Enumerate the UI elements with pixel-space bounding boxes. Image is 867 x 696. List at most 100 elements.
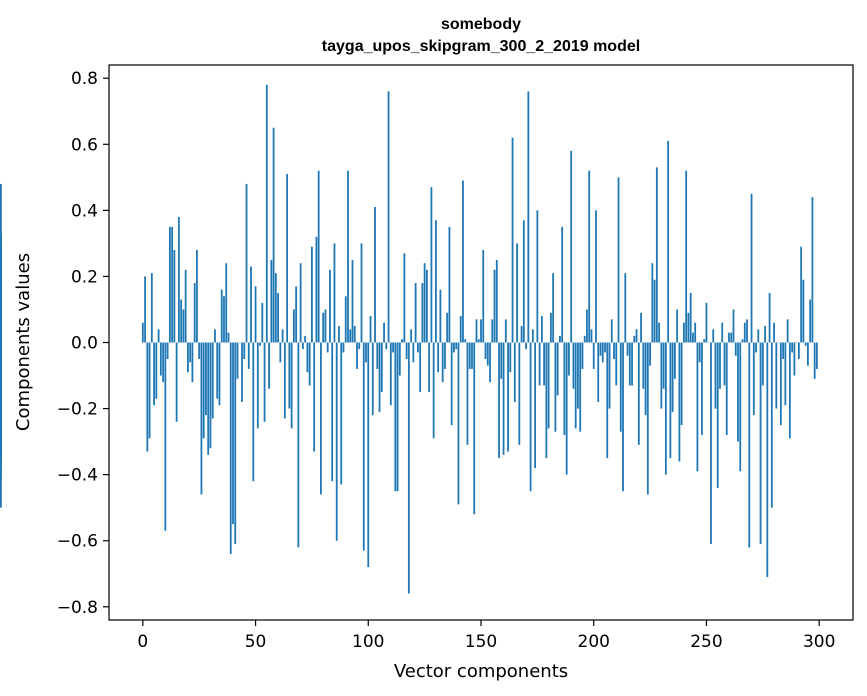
bar-216 xyxy=(628,342,631,386)
bar-1 xyxy=(144,276,146,343)
bar-218 xyxy=(633,335,636,343)
bar-51 xyxy=(256,342,259,429)
bar-211 xyxy=(617,177,620,343)
y-tick-label: 0.0 xyxy=(71,334,98,354)
bar-74 xyxy=(308,342,311,386)
bar-244 xyxy=(692,332,694,343)
bar-140 xyxy=(457,342,460,505)
bar-265 xyxy=(739,342,742,472)
bar-271 xyxy=(752,342,755,416)
x-tick-label: 300 xyxy=(803,632,835,652)
bar-249 xyxy=(703,339,706,343)
bar-221 xyxy=(640,312,642,343)
bar-5 xyxy=(153,342,155,406)
bar-176 xyxy=(538,342,541,386)
bar-205 xyxy=(604,342,606,353)
bar-240 xyxy=(683,322,685,343)
bar-270 xyxy=(750,193,753,343)
bar-280 xyxy=(773,322,775,343)
bar-296 xyxy=(809,299,812,343)
bar-264 xyxy=(737,342,739,442)
chart-subtitle: tayga_upos_skipgram_300_2_2019 model xyxy=(322,38,640,55)
bar-27 xyxy=(202,342,205,439)
bar-64 xyxy=(286,174,289,343)
bar-54 xyxy=(263,342,266,422)
bar-95 xyxy=(356,342,358,369)
bar-142 xyxy=(462,180,464,343)
y-axis: −0.8 −0.6 −0.4 −0.2 0.0 0.2 0.4 0.6 0.8 xyxy=(57,69,109,618)
bar-207 xyxy=(608,342,611,409)
bar-89 xyxy=(342,342,345,353)
bar-35 xyxy=(220,289,223,343)
bar-213 xyxy=(622,342,624,492)
bar-106 xyxy=(380,342,383,393)
bar-194 xyxy=(579,342,582,432)
bar-111 xyxy=(392,342,394,353)
bar-272 xyxy=(755,342,757,353)
bar-85 xyxy=(333,243,336,343)
bar-101 xyxy=(369,316,372,343)
bar-138 xyxy=(453,342,455,353)
bar-134 xyxy=(444,342,446,369)
bar-165 xyxy=(513,342,516,402)
bar-136 xyxy=(448,226,451,343)
bar-8 xyxy=(159,342,162,376)
bar-9 xyxy=(162,342,165,383)
bar-116 xyxy=(403,253,406,343)
bar-284 xyxy=(782,342,785,360)
bar-series xyxy=(0,84,818,594)
bar-236 xyxy=(673,342,676,379)
bar-127 xyxy=(428,342,431,393)
bar-241 xyxy=(685,170,688,343)
bar-248 xyxy=(701,342,703,435)
y-tick-label: 0.2 xyxy=(71,267,98,287)
bar-91 xyxy=(347,170,349,343)
bar-73 xyxy=(306,342,309,373)
bar-289 xyxy=(793,342,796,376)
bar-78 xyxy=(317,170,320,343)
bar-61 xyxy=(279,342,282,363)
bar-246 xyxy=(696,342,699,472)
bar-185 xyxy=(559,335,561,343)
bar-299 xyxy=(816,342,818,369)
bar-137 xyxy=(450,342,453,426)
bar-273 xyxy=(757,329,760,343)
bar-287 xyxy=(788,342,791,439)
bar-53 xyxy=(261,302,264,343)
bar-223 xyxy=(644,342,647,416)
bar-119 xyxy=(410,329,413,343)
bar-219 xyxy=(635,329,638,343)
bar-81 xyxy=(324,309,327,343)
bar-undefined xyxy=(0,342,2,508)
y-axis-label: Components values xyxy=(13,253,34,431)
bar-255 xyxy=(716,342,719,488)
bar-179 xyxy=(545,342,548,459)
bar-60 xyxy=(277,292,279,343)
bar-276 xyxy=(764,325,766,343)
bar-26 xyxy=(200,342,203,495)
bar-143 xyxy=(464,339,467,343)
bar-68 xyxy=(295,286,298,343)
bar-118 xyxy=(407,342,410,594)
bar-204 xyxy=(601,342,604,363)
bar-172 xyxy=(529,342,532,492)
bar-undefined xyxy=(0,342,2,386)
bar-177 xyxy=(540,316,543,343)
bar-87 xyxy=(338,325,340,343)
bar-212 xyxy=(619,342,622,432)
bar-96 xyxy=(358,342,361,350)
bar-171 xyxy=(527,91,530,343)
bar-159 xyxy=(500,342,503,379)
bar-20 xyxy=(187,342,189,373)
bar-83 xyxy=(329,269,331,343)
bar-56 xyxy=(268,342,270,389)
bar-104 xyxy=(376,342,379,369)
bar-151 xyxy=(482,250,485,343)
bar-198 xyxy=(588,170,591,343)
bar-3 xyxy=(148,342,151,439)
bar-28 xyxy=(205,342,207,416)
bar-220 xyxy=(637,342,640,445)
bar-23 xyxy=(193,283,196,343)
bar-49 xyxy=(252,342,255,482)
y-tick-label: 0.6 xyxy=(71,135,98,155)
